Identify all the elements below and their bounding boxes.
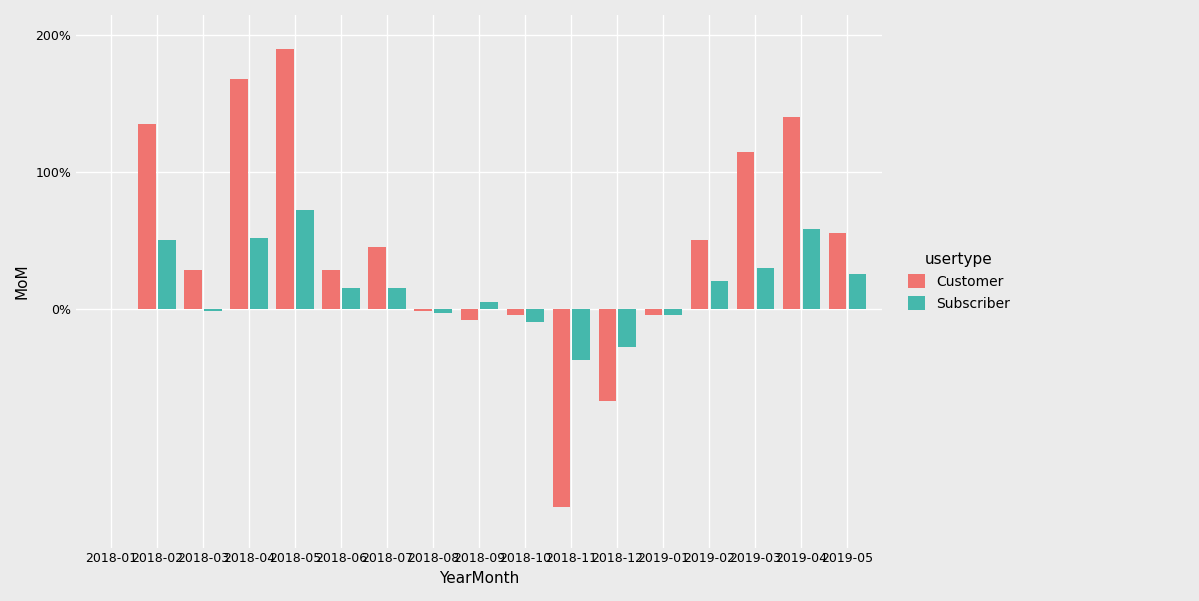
Bar [230,79,248,308]
Bar [645,308,662,316]
Bar [323,270,339,308]
Bar [664,308,682,316]
Bar [619,308,635,347]
Bar [388,288,405,308]
X-axis label: YearMonth: YearMonth [439,571,519,586]
Bar [553,308,570,507]
Bar [506,308,524,316]
Bar [802,230,820,308]
Bar [251,237,267,308]
Bar [849,275,866,308]
Bar [460,308,478,320]
Bar [434,308,452,313]
Bar [711,281,728,308]
Bar [185,270,201,308]
Bar [296,210,314,308]
Bar [204,308,222,311]
Bar [342,288,360,308]
Bar [829,234,846,308]
Bar [598,308,616,401]
Bar [481,302,498,308]
Bar [138,124,156,308]
Bar [757,267,775,308]
Bar [691,240,709,308]
Y-axis label: MoM: MoM [16,263,30,299]
Bar [572,308,590,361]
Legend: Customer, Subscriber: Customer, Subscriber [897,241,1020,322]
Bar [415,308,432,311]
Bar [368,247,386,308]
Bar [526,308,544,322]
Bar [783,117,800,308]
Bar [158,240,175,308]
Bar [736,151,754,308]
Bar [276,49,294,308]
